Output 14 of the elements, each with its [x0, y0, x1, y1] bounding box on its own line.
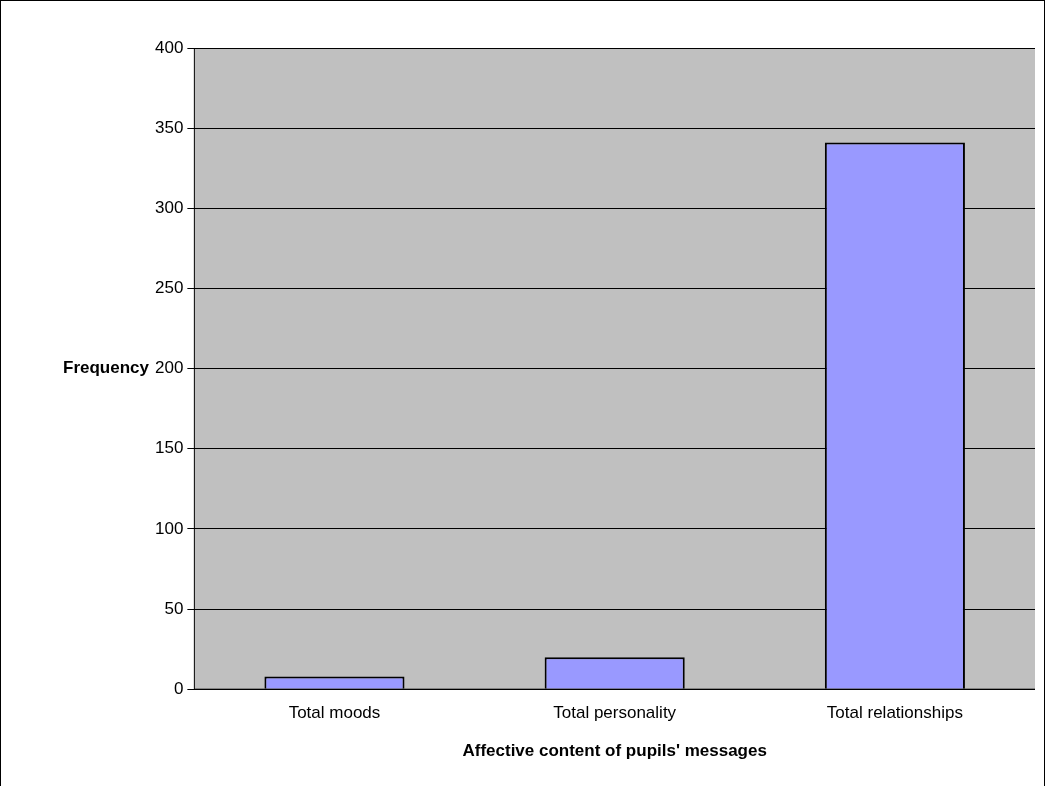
- y-tick-label: 250: [154, 278, 184, 298]
- y-tick-label: 150: [154, 438, 184, 458]
- y-tick-label: 400: [154, 37, 184, 57]
- y-axis-title: Frequency: [63, 358, 150, 378]
- y-tick-label: 300: [154, 197, 184, 217]
- x-tick-label: Total moods: [288, 703, 381, 723]
- y-tick-label: 50: [164, 598, 184, 618]
- y-tick-label: 200: [154, 358, 184, 378]
- y-tick-label: 350: [154, 117, 184, 137]
- y-tick-label: 0: [173, 678, 184, 698]
- y-tick-label: 100: [154, 518, 184, 538]
- x-tick-label: Total relationships: [826, 703, 963, 723]
- x-axis-title: Affective content of pupils' messages: [462, 741, 767, 761]
- x-tick-label: Total personality: [553, 703, 677, 723]
